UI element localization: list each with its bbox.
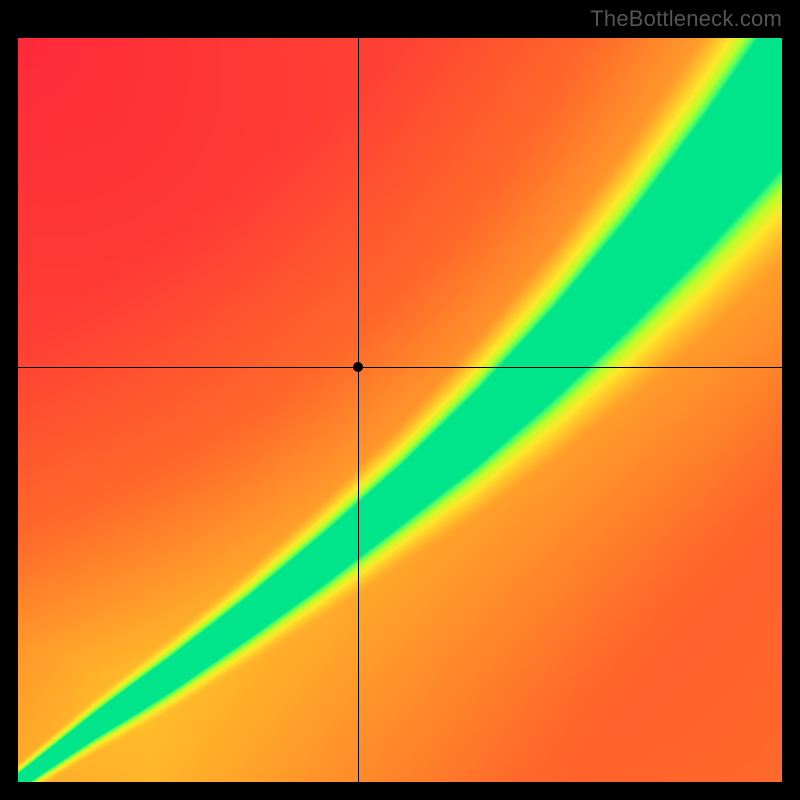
- heatmap-canvas: [18, 38, 782, 782]
- crosshair-marker: [353, 362, 363, 372]
- crosshair-horizontal: [18, 367, 782, 368]
- watermark-text: TheBottleneck.com: [590, 6, 782, 32]
- figure-container: TheBottleneck.com: [0, 0, 800, 800]
- crosshair-vertical: [358, 38, 359, 782]
- plot-area: [18, 38, 782, 782]
